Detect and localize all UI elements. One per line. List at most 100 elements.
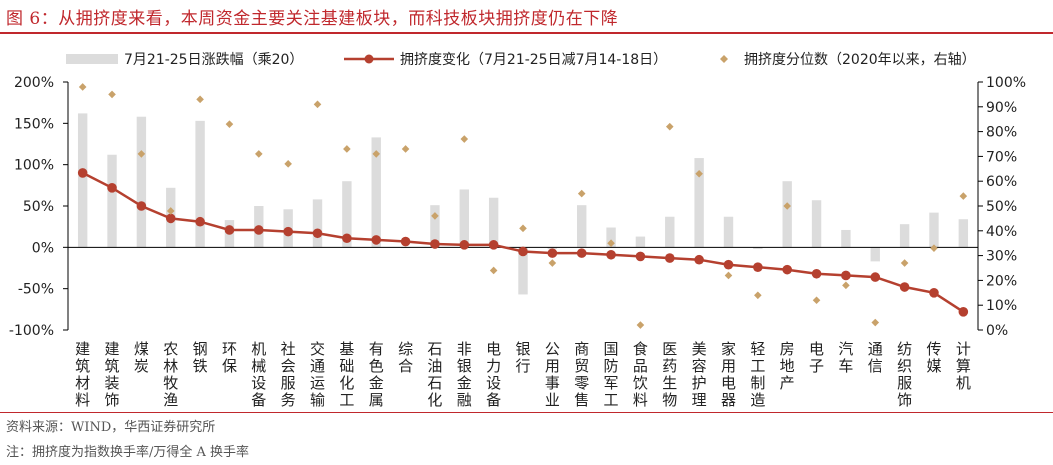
- category-label: 有色金属: [369, 340, 384, 409]
- bar: [753, 247, 763, 249]
- left-tick-label: 0%: [32, 240, 54, 256]
- percentile-point: [431, 212, 439, 220]
- bar: [371, 137, 381, 248]
- right-tick-label: 80%: [986, 125, 1017, 141]
- line-point: [371, 235, 382, 245]
- line-point: [430, 239, 440, 249]
- category-label: 商贸零售: [574, 340, 589, 409]
- category-label: 轻工制造: [750, 340, 765, 409]
- bar: [195, 120, 205, 248]
- percentile-point: [930, 244, 938, 252]
- category-label: 钢铁: [193, 340, 208, 375]
- line-point: [165, 213, 176, 224]
- percentile-point: [313, 100, 322, 109]
- percentile-point: [284, 160, 292, 168]
- bar: [459, 189, 469, 248]
- line-point: [694, 254, 704, 265]
- line-point: [195, 216, 205, 227]
- percentile-point: [959, 192, 968, 200]
- right-tick-label: 20%: [986, 273, 1017, 289]
- category-label: 公用事业: [545, 340, 560, 409]
- percentile-point: [460, 135, 469, 143]
- percentile-point: [724, 271, 733, 280]
- footnote: 注：拥挤度为指数换手率/万得全 A 换手率: [6, 445, 250, 460]
- bar: [635, 236, 646, 248]
- percentile-point: [900, 259, 909, 267]
- category-label: 非银金融: [457, 340, 472, 409]
- category-label: 国防军工: [604, 340, 619, 409]
- footer-rule: [0, 412, 1053, 413]
- title-rule: [0, 32, 1053, 34]
- line-point: [136, 201, 147, 211]
- category-label: 环保: [222, 340, 237, 375]
- bar: [841, 229, 851, 248]
- line-point: [723, 259, 734, 270]
- bar: [136, 116, 147, 248]
- bar: [723, 216, 734, 248]
- percentile-point: [225, 120, 234, 128]
- percentile-point: [519, 224, 527, 233]
- right-tick-label: 30%: [986, 249, 1017, 265]
- right-tick-label: 40%: [986, 224, 1017, 240]
- line-point: [488, 240, 499, 250]
- category-label: 计算机: [956, 340, 971, 392]
- percentile-point: [255, 150, 263, 158]
- legend-bar-swatch: [66, 54, 118, 64]
- category-label: 交通运输: [310, 340, 325, 409]
- legend-diamond-swatch: [720, 55, 728, 63]
- category-labels: 建筑材料建筑装饰煤炭农林牧渔钢铁环保机械设备社会服务交通运输基础化工有色金属综合…: [75, 340, 971, 409]
- percentile-point: [196, 95, 204, 104]
- line-point: [312, 228, 323, 239]
- left-tick-label: -100%: [9, 323, 54, 339]
- bar: [577, 205, 587, 248]
- category-label: 电力设备: [486, 340, 501, 409]
- right-tick-label: 90%: [986, 100, 1017, 116]
- left-tick-label: 150%: [14, 116, 54, 132]
- bar: [547, 247, 558, 249]
- category-label: 纺织服饰: [897, 340, 912, 409]
- legend: 7月21-25日涨跌幅（乘20） 拥挤度变化（7月21-25日减7月14-18日）…: [66, 52, 976, 68]
- right-y-axis: 100% 90% 80% 70% 60% 50% 40% 30% 20% 10% 0%: [977, 75, 1026, 339]
- line-point: [899, 282, 910, 292]
- legend-line-label: 拥挤度变化（7月21-25日减7月14-18日）: [400, 52, 667, 68]
- line-point: [782, 264, 792, 275]
- category-label: 房地产: [780, 340, 795, 392]
- category-label: 社会服务: [281, 340, 296, 409]
- category-label: 煤炭: [134, 340, 149, 375]
- bar: [606, 227, 616, 248]
- percentile-point: [636, 321, 645, 329]
- percentile-point: [607, 239, 615, 247]
- bar: [430, 205, 440, 248]
- line-point: [459, 240, 470, 250]
- right-tick-label: 0%: [986, 323, 1008, 339]
- left-tick-label: 50%: [23, 199, 54, 215]
- percentile-point: [812, 296, 821, 305]
- line-point: [342, 233, 352, 244]
- percentile-point: [871, 318, 880, 327]
- line-point: [547, 248, 558, 258]
- line-point: [753, 262, 763, 272]
- line-series: [77, 168, 969, 317]
- bar: [488, 197, 499, 248]
- line-point: [576, 248, 587, 258]
- line-point: [606, 249, 616, 260]
- bar: [107, 154, 117, 248]
- bar: [312, 199, 323, 248]
- left-tick-label: 100%: [14, 158, 54, 174]
- right-tick-label: 70%: [986, 149, 1017, 165]
- line-point: [254, 225, 264, 235]
- line-point: [224, 225, 235, 235]
- line-point: [929, 288, 939, 298]
- bar: [342, 181, 352, 248]
- bar: [811, 200, 822, 248]
- category-label: 建筑装饰: [105, 340, 120, 409]
- bar: [77, 113, 88, 248]
- percentile-point: [166, 207, 175, 215]
- bar: [782, 181, 792, 248]
- percentile-point: [489, 266, 498, 275]
- category-label: 医药生物: [662, 340, 677, 409]
- line-point: [870, 272, 881, 282]
- category-label: 电子: [809, 340, 824, 375]
- legend-bar-label: 7月21-25日涨跌幅（乘20）: [124, 52, 303, 68]
- line-point: [77, 168, 88, 178]
